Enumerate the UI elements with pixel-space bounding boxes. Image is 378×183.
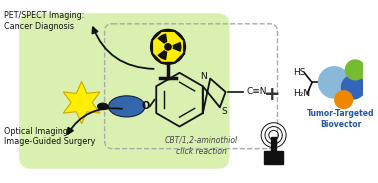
- Circle shape: [151, 30, 185, 64]
- Circle shape: [164, 43, 172, 51]
- Text: H₂N: H₂N: [293, 89, 310, 98]
- FancyBboxPatch shape: [19, 13, 229, 169]
- Polygon shape: [63, 81, 100, 124]
- Circle shape: [345, 59, 366, 81]
- Text: Tumor-Targeted
Biovector: Tumor-Targeted Biovector: [307, 109, 375, 129]
- Wedge shape: [172, 42, 181, 52]
- Circle shape: [318, 66, 350, 99]
- Text: N: N: [201, 72, 208, 81]
- Text: C≡N: C≡N: [247, 87, 267, 96]
- Text: CBT/1,2-aminothiol
click reaction: CBT/1,2-aminothiol click reaction: [165, 136, 238, 156]
- Text: PET/SPECT Imaging:
Cancer Diagnosis: PET/SPECT Imaging: Cancer Diagnosis: [4, 11, 84, 31]
- Text: O: O: [142, 101, 150, 111]
- Ellipse shape: [97, 102, 108, 110]
- Wedge shape: [157, 33, 167, 44]
- Polygon shape: [271, 137, 276, 151]
- Text: Optical Imaging:
Image-Guided Surgery: Optical Imaging: Image-Guided Surgery: [4, 126, 95, 146]
- Ellipse shape: [108, 96, 145, 117]
- Circle shape: [334, 90, 353, 109]
- Wedge shape: [157, 50, 167, 60]
- Circle shape: [341, 75, 366, 100]
- Circle shape: [354, 75, 375, 96]
- Text: HS: HS: [293, 68, 305, 77]
- Polygon shape: [264, 151, 283, 164]
- Text: S: S: [222, 107, 228, 116]
- Text: +: +: [263, 85, 280, 104]
